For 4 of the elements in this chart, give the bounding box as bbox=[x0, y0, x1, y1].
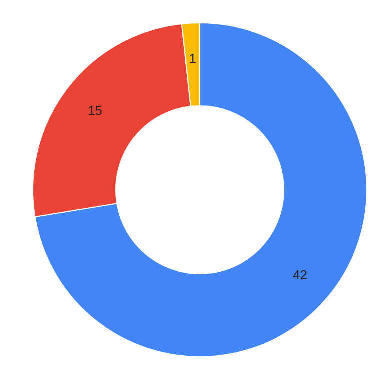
data-label: 42 bbox=[292, 268, 308, 283]
data-label: 15 bbox=[88, 102, 103, 118]
data-label: 1 bbox=[189, 51, 196, 66]
donut-slice bbox=[34, 22, 368, 358]
